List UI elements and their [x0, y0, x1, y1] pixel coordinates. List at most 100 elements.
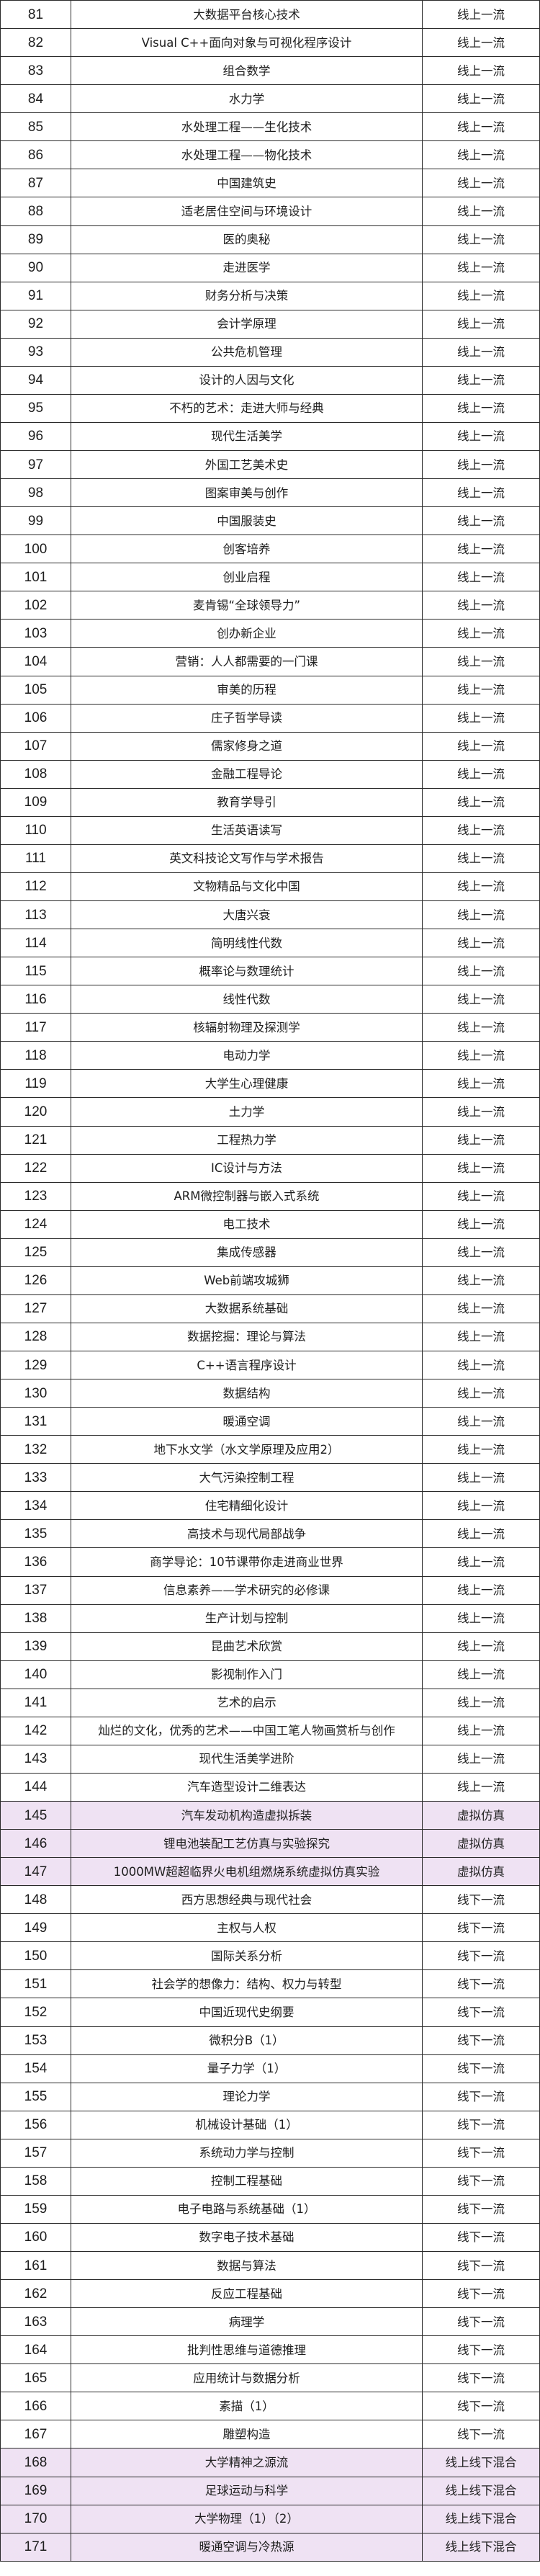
course-type: 线上一流 — [422, 1575, 540, 1605]
course-name: 组合数学 — [71, 56, 423, 86]
table-row: 153 微积分B（1） 线下一流 — [0, 2026, 540, 2055]
course-name: 电动力学 — [71, 1041, 423, 1070]
row-number: 94 — [0, 365, 71, 395]
table-row: 121 工程热力学 线上一流 — [0, 1125, 540, 1155]
course-name: 创客培养 — [71, 535, 423, 564]
course-name: 艺术的启示 — [71, 1688, 423, 1717]
course-name: 商学导论：10节课带你走进商业世界 — [71, 1547, 423, 1577]
course-type: 线上一流 — [422, 900, 540, 930]
course-name: 教育学导引 — [71, 787, 423, 817]
course-type: 虚拟仿真 — [422, 1857, 540, 1887]
table-row: 107 儒家修身之道 线上一流 — [0, 731, 540, 761]
table-row: 135 高技术与现代局部战争 线上一流 — [0, 1519, 540, 1549]
course-name: 病理学 — [71, 2307, 423, 2337]
course-name: 核辐射物理及探测学 — [71, 1013, 423, 1042]
course-type: 线上一流 — [422, 112, 540, 142]
course-name: 理论力学 — [71, 2082, 423, 2111]
table-row: 162 反应工程基础 线下一流 — [0, 2279, 540, 2309]
table-row: 142 灿烂的文化，优秀的艺术——中国工笔人物画赏析与创作 线上一流 — [0, 1716, 540, 1745]
course-type: 线上线下混合 — [422, 2448, 540, 2477]
course-type: 虚拟仿真 — [422, 1800, 540, 1830]
course-name: 现代生活美学进阶 — [71, 1744, 423, 1774]
course-name: 大气污染控制工程 — [71, 1463, 423, 1493]
table-row: 110 生活英语读写 线上一流 — [0, 815, 540, 845]
row-number: 158 — [0, 2166, 71, 2196]
row-number: 126 — [0, 1266, 71, 1295]
course-name: 中国建筑史 — [71, 169, 423, 198]
course-type: 线上一流 — [422, 28, 540, 58]
row-number: 87 — [0, 169, 71, 198]
table-row: 140 影视制作入门 线上一流 — [0, 1660, 540, 1689]
row-number: 154 — [0, 2054, 71, 2083]
course-name: 会计学原理 — [71, 309, 423, 339]
course-name: 生活英语读写 — [71, 815, 423, 845]
course-name: 大学物理（1）（2） — [71, 2504, 423, 2533]
course-type: 线下一流 — [422, 2335, 540, 2365]
row-number: 138 — [0, 1604, 71, 1633]
course-name: 系统动力学与控制 — [71, 2138, 423, 2168]
row-number: 144 — [0, 1772, 71, 1802]
course-type: 线上一流 — [422, 1125, 540, 1155]
course-type: 线上一流 — [422, 1660, 540, 1689]
table-row: 146 锂电池装配工艺仿真与实验探究 虚拟仿真 — [0, 1829, 540, 1859]
course-type: 线上线下混合 — [422, 2532, 540, 2562]
course-name: 素描（1） — [71, 2392, 423, 2421]
course-type: 线上一流 — [422, 56, 540, 86]
row-number: 125 — [0, 1238, 71, 1267]
course-name: 水力学 — [71, 84, 423, 114]
row-number: 109 — [0, 787, 71, 817]
row-number: 108 — [0, 759, 71, 789]
table-row: 117 核辐射物理及探测学 线上一流 — [0, 1013, 540, 1042]
course-name: 高技术与现代局部战争 — [71, 1519, 423, 1549]
course-name: 微积分B（1） — [71, 2026, 423, 2055]
course-name: 创业启程 — [71, 563, 423, 592]
row-number: 165 — [0, 2363, 71, 2393]
course-type: 线上一流 — [422, 759, 540, 789]
course-name: 不朽的艺术：走进大师与经典 — [71, 393, 423, 423]
table-row: 109 教育学导引 线上一流 — [0, 787, 540, 817]
course-type: 线下一流 — [422, 2420, 540, 2449]
row-number: 132 — [0, 1435, 71, 1464]
course-type: 线上一流 — [422, 1069, 540, 1099]
row-number: 96 — [0, 421, 71, 452]
course-name: 英文科技论文写作与学术报告 — [71, 844, 423, 873]
course-name: 简明线性代数 — [71, 929, 423, 958]
course-type: 线上一流 — [422, 1491, 540, 1521]
table-row: 139 昆曲艺术欣赏 线上一流 — [0, 1632, 540, 1661]
table-row: 123 ARM微控制器与嵌入式系统 线上一流 — [0, 1181, 540, 1211]
course-name: 财务分析与决策 — [71, 281, 423, 310]
course-name: 创办新企业 — [71, 619, 423, 648]
row-number: 107 — [0, 731, 71, 761]
course-type: 线下一流 — [422, 2082, 540, 2111]
row-number: 170 — [0, 2504, 71, 2533]
course-type: 线上一流 — [422, 1547, 540, 1577]
course-type: 线上一流 — [422, 1772, 540, 1802]
table-row: 138 生产计划与控制 线上一流 — [0, 1604, 540, 1633]
course-name: 审美的历程 — [71, 675, 423, 705]
course-name: 数据与算法 — [71, 2250, 423, 2281]
table-row: 125 集成传感器 线上一流 — [0, 1238, 540, 1267]
course-type: 线上一流 — [422, 393, 540, 423]
row-number: 101 — [0, 563, 71, 592]
table-row: 159 电子电路与系统基础（1） 线下一流 — [0, 2194, 540, 2224]
course-type: 线下一流 — [422, 1885, 540, 1915]
course-type: 线上一流 — [422, 225, 540, 254]
row-number: 99 — [0, 506, 71, 536]
course-name: IC设计与方法 — [71, 1153, 423, 1183]
table-row: 136 商学导论：10节课带你走进商业世界 线上一流 — [0, 1547, 540, 1577]
course-name: 营销：人人都需要的一门课 — [71, 647, 423, 676]
row-number: 105 — [0, 675, 71, 705]
course-name: 设计的人因与文化 — [71, 365, 423, 395]
table-row: 156 机械设计基础（1） 线下一流 — [0, 2110, 540, 2139]
course-type: 线上一流 — [422, 1153, 540, 1183]
row-number: 149 — [0, 1913, 71, 1943]
course-type: 线上一流 — [422, 421, 540, 452]
table-row: 96 现代生活美学 线上一流 — [0, 421, 540, 452]
course-name: 文物精品与文化中国 — [71, 872, 423, 902]
course-name: 麦肯锡“全球领导力” — [71, 591, 423, 620]
course-name: 灿烂的文化，优秀的艺术——中国工笔人物画赏析与创作 — [71, 1716, 423, 1745]
course-name: 控制工程基础 — [71, 2166, 423, 2196]
table-row: 137 信息素养——学术研究的必修课 线上一流 — [0, 1575, 540, 1605]
table-row: 88 适老居住空间与环境设计 线上一流 — [0, 197, 540, 226]
course-name: 影视制作入门 — [71, 1660, 423, 1689]
